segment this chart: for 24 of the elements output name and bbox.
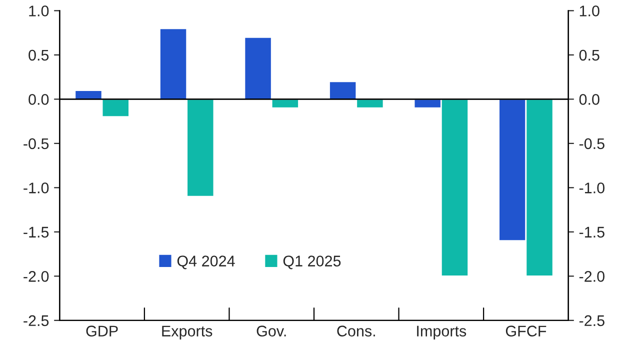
y-tick-label: 0.0 (28, 94, 49, 105)
y2-tick-label: 1.0 (580, 6, 600, 16)
y-tick-label: -1.5 (24, 226, 49, 238)
y-tick-label: 0.5 (28, 50, 49, 61)
y-tick-label: -2.0 (24, 271, 49, 282)
y2-tick-label: -2.0 (579, 271, 604, 282)
legend-label: Q1 2025 (283, 256, 341, 270)
y2-tick-label: -1.0 (579, 182, 604, 194)
legend-label: Q4 2024 (177, 256, 235, 270)
y2-tick-label: -1.5 (579, 226, 604, 238)
y-tick-label: -1.0 (24, 182, 49, 194)
y2-tick-label: -2.5 (579, 315, 604, 326)
y-tick-label: -0.5 (24, 138, 49, 150)
y2-tick-label: 0.5 (579, 50, 600, 61)
x-tick-label: Gov. (256, 326, 286, 336)
x-tick-label: GDP (86, 326, 118, 336)
y2-tick-label: 0.0 (579, 94, 600, 105)
x-tick-label: Imports (417, 326, 466, 340)
x-tick-label: Exports (162, 326, 212, 340)
y-tick-label: -2.5 (24, 315, 49, 326)
x-tick-label: Cons. (337, 326, 375, 336)
y2-tick-label: -0.5 (579, 138, 604, 150)
y-tick-label: 1.0 (29, 6, 49, 16)
x-tick-label: GFCF (506, 326, 546, 336)
